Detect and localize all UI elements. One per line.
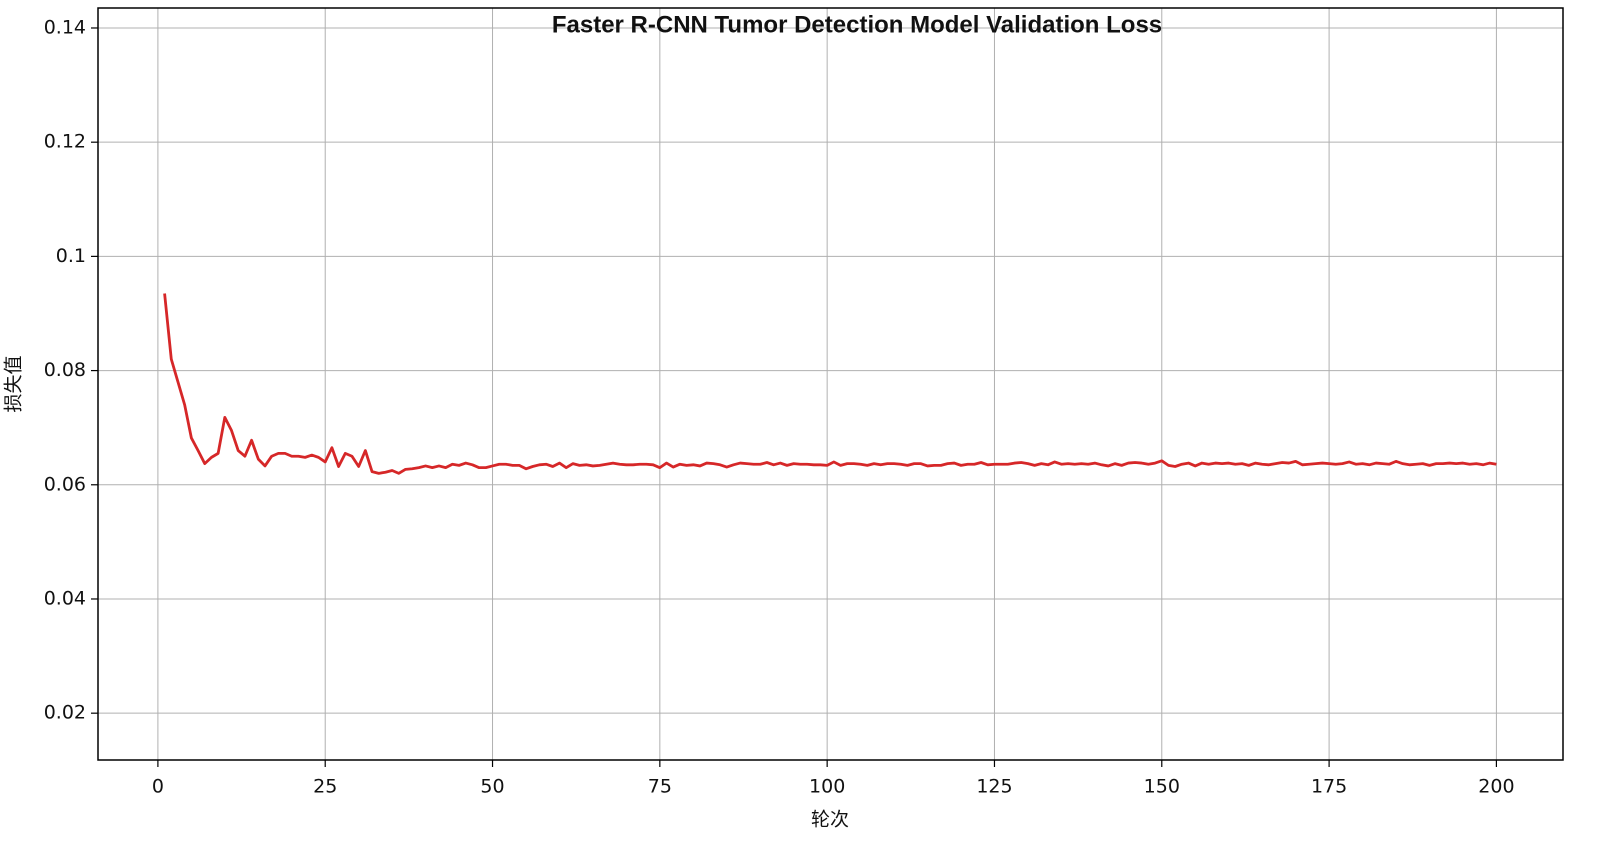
x-axis-label: 轮次 <box>811 809 849 831</box>
x-tick-label: 75 <box>648 776 672 798</box>
y-tick-label: 0.14 <box>44 16 86 38</box>
loss-line <box>163 293 1497 475</box>
y-tick-label: 0.12 <box>44 131 86 153</box>
x-tick-label: 200 <box>1478 776 1514 798</box>
plot <box>163 293 1497 475</box>
y-tick-label: 0.04 <box>44 587 86 609</box>
x-tick-label: 25 <box>313 776 337 798</box>
chart-title: Faster R-CNN Tumor Detection Model Valid… <box>552 11 1162 38</box>
y-tick-label: 0.02 <box>44 702 86 724</box>
x-tick-label: 50 <box>480 776 504 798</box>
x-tick-label: 150 <box>1144 776 1180 798</box>
y-axis-label: 损失值 <box>3 355 25 412</box>
x-tick-label: 0 <box>152 776 164 798</box>
x-tick-label: 175 <box>1311 776 1347 798</box>
x-tick-label: 125 <box>976 776 1012 798</box>
y-tick-label: 0.06 <box>44 473 86 495</box>
grid <box>98 8 1563 760</box>
y-tick-label: 0.1 <box>56 245 86 267</box>
x-tick-label: 100 <box>809 776 845 798</box>
plot-frame <box>97 7 1564 761</box>
y-tick-label: 0.08 <box>44 359 86 381</box>
